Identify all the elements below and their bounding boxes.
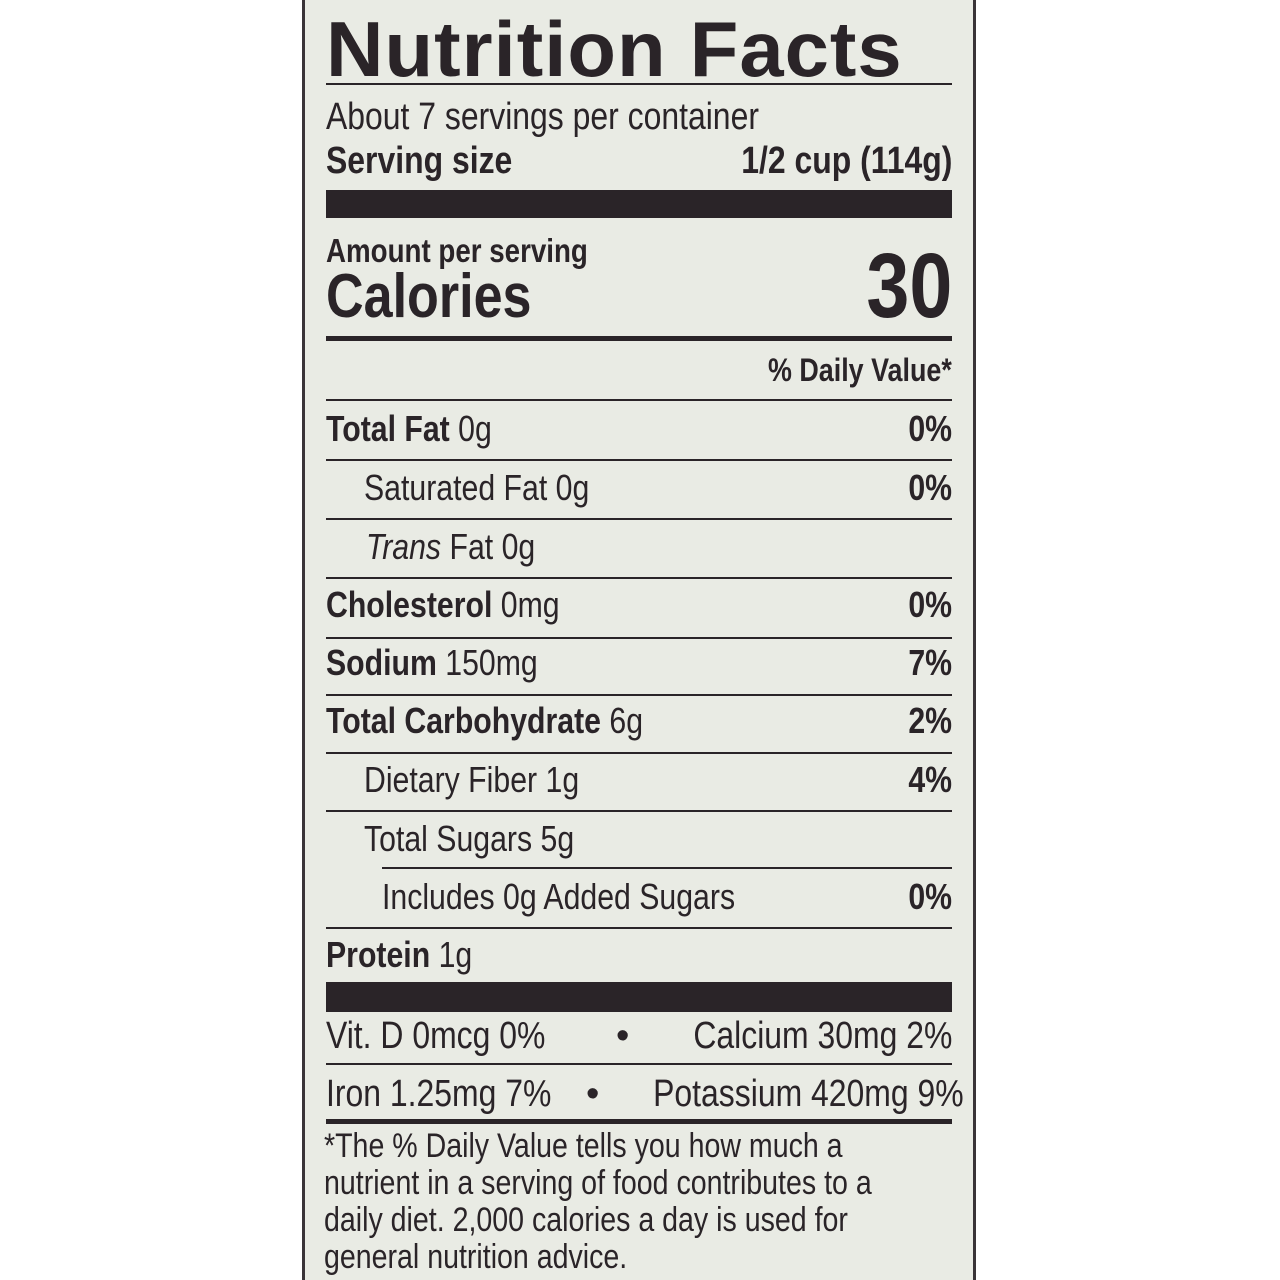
nutrient-row-total-fat: Total Fat 0g 0% — [326, 408, 952, 449]
nutrient-row-total-sugars: Total Sugars 5g — [364, 818, 575, 859]
divider — [326, 518, 952, 520]
footnote-line: nutrient in a serving of food contribute… — [324, 1164, 872, 1202]
vitamin-row: Vit. D 0mcg 0% • Calcium 30mg 2% — [326, 1015, 952, 1057]
nutrient-row-protein: Protein 1g — [326, 934, 473, 975]
divider — [382, 867, 952, 869]
nutrient-row-added-sugars: Includes 0g Added Sugars 0% — [382, 876, 952, 917]
nutrient-row-trans-fat: Trans Fat 0g — [366, 526, 536, 567]
divider — [326, 927, 952, 929]
medium-divider — [326, 1119, 952, 1124]
nutrient-row-saturated-fat: Saturated Fat 0g 0% — [364, 467, 952, 508]
divider — [326, 1063, 952, 1065]
serving-size-row: Serving size 1/2 cup (114g) — [326, 140, 952, 182]
nutrient-row-total-carbohydrate: Total Carbohydrate 6g 2% — [326, 700, 952, 741]
nutrient-row-sodium: Sodium 150mg 7% — [326, 642, 952, 683]
nutrient-row-dietary-fiber: Dietary Fiber 1g 4% — [364, 759, 952, 800]
label-title: Nutrition Facts — [326, 5, 903, 93]
thick-divider — [326, 190, 952, 218]
divider — [326, 399, 952, 401]
divider — [326, 83, 952, 85]
divider — [326, 577, 952, 579]
calories-row: Calories 30 — [326, 235, 952, 337]
thick-divider — [326, 982, 952, 1012]
divider — [326, 752, 952, 754]
medium-divider — [326, 336, 952, 341]
divider — [326, 694, 952, 696]
footnote-line: *The % Daily Value tells you how much a — [324, 1127, 843, 1165]
servings-per-container: About 7 servings per container — [326, 96, 759, 138]
mineral-row: Iron 1.25mg 7% • Potassium 420mg 9% — [326, 1073, 964, 1115]
footnote-line: daily diet. 2,000 calories a day is used… — [324, 1201, 848, 1239]
nutrient-row-cholesterol: Cholesterol 0mg 0% — [326, 584, 952, 625]
footnote-line: general nutrition advice. — [324, 1238, 628, 1276]
divider — [326, 810, 952, 812]
divider — [326, 637, 952, 639]
daily-value-header: % Daily Value* — [768, 352, 952, 388]
divider — [326, 459, 952, 461]
amount-per-serving: Amount per serving — [326, 232, 588, 269]
bullet: • — [616, 1015, 630, 1057]
bullet: • — [586, 1073, 600, 1115]
